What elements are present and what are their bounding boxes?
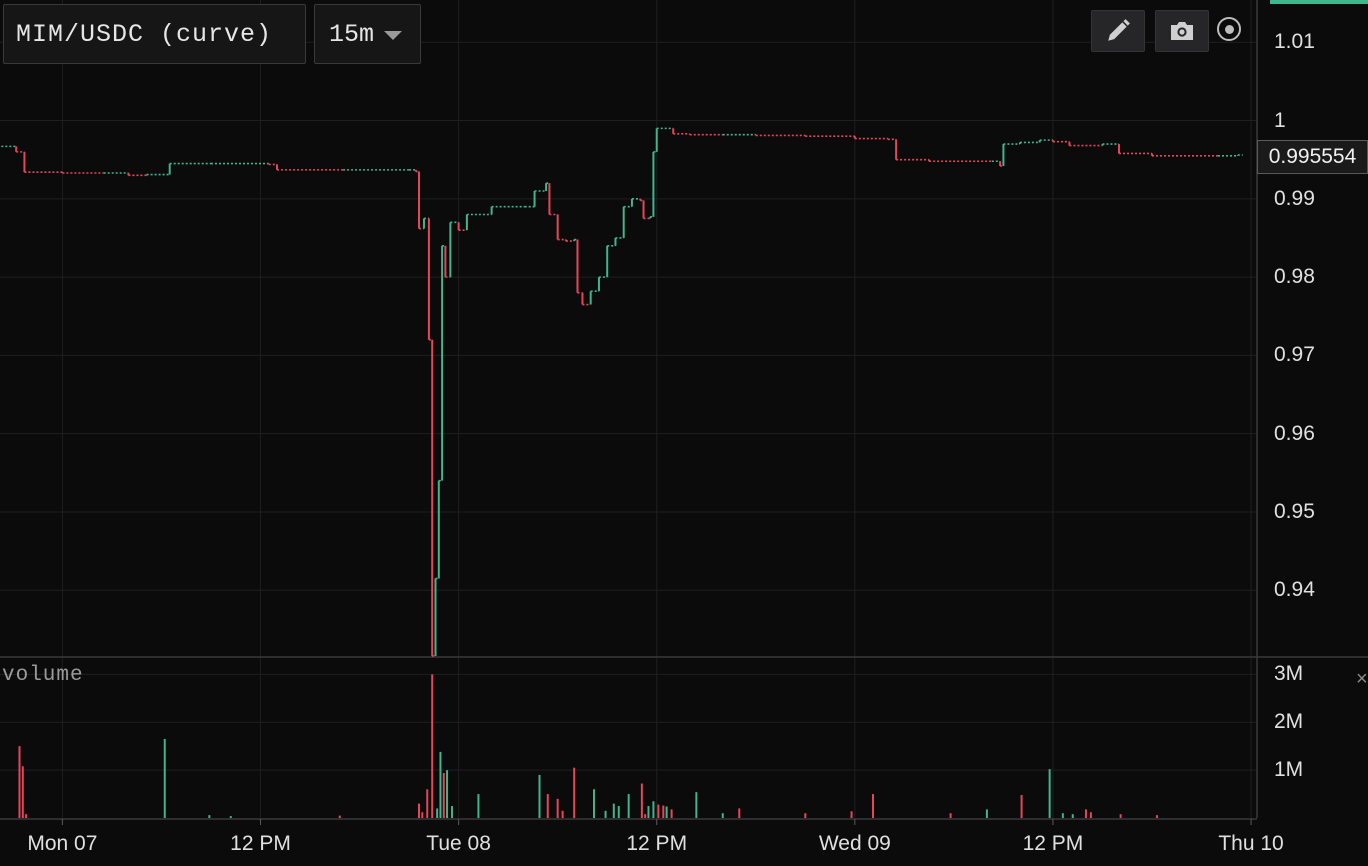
timeframe-label: 15m — [329, 19, 375, 49]
y-tick-label: 0.95 — [1274, 499, 1315, 523]
x-tick-label: Tue 08 — [426, 832, 491, 855]
y-tick-label: 0.94 — [1274, 578, 1315, 602]
pair-selector-button[interactable]: MIM/USDC (curve) — [3, 4, 306, 64]
target-icon — [1224, 24, 1234, 34]
camera-icon — [1171, 22, 1193, 40]
pencil-icon — [1108, 19, 1130, 41]
snapshot-button[interactable] — [1155, 10, 1209, 52]
x-tick-label: 12 PM — [230, 832, 291, 855]
y-tick-label: 0.98 — [1274, 265, 1315, 289]
x-tick-label: Mon 07 — [27, 832, 98, 855]
volume-pane-label: volume — [2, 664, 84, 687]
volume-bars — [18, 674, 1158, 818]
last-price-value: 0.995554 — [1268, 145, 1357, 168]
timeframe-dropdown[interactable]: 15m — [314, 4, 421, 64]
x-tick-label: 12 PM — [626, 832, 688, 855]
volume-tick-label: 3M — [1274, 662, 1304, 686]
pane-dividers — [0, 0, 1368, 825]
volume-tick-label: 1M — [1274, 758, 1304, 782]
chart-grid — [0, 0, 1256, 818]
draw-tool-button[interactable] — [1091, 10, 1145, 52]
last-price-tag: 0.995554 — [1257, 140, 1368, 174]
close-icon[interactable]: × — [1356, 668, 1368, 690]
target-button[interactable] — [1217, 17, 1241, 41]
x-tick-label: Wed 09 — [818, 832, 891, 855]
chevron-down-icon — [384, 31, 403, 40]
x-tick-label: Thu 10 — [1218, 832, 1284, 855]
y-tick-label: 0.96 — [1274, 421, 1315, 445]
price-candles — [1, 127, 1243, 657]
y-tick-label: 1.01 — [1274, 30, 1315, 54]
y-tick-label: 1 — [1274, 108, 1286, 132]
scale-top-marker — [1270, 0, 1368, 4]
y-tick-label: 0.99 — [1274, 186, 1315, 210]
pair-label: MIM/USDC (curve) — [16, 19, 273, 49]
y-tick-label: 0.97 — [1274, 343, 1315, 367]
volume-tick-label: 2M — [1274, 710, 1304, 734]
x-tick-label: 12 PM — [1022, 832, 1084, 855]
